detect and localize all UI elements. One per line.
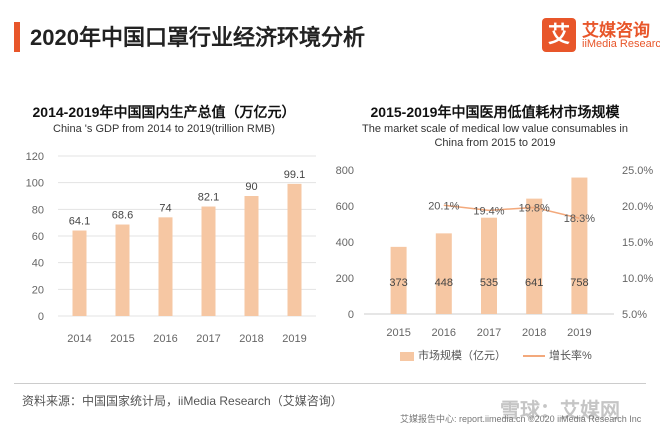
data-label: 82.1 xyxy=(198,192,219,204)
title-accent-bar xyxy=(14,22,20,52)
gdp-chart-subtitle: China 's GDP from 2014 to 2019(trillion … xyxy=(53,123,275,135)
legend-line-swatch xyxy=(523,355,545,358)
y-tick-label: 0 xyxy=(38,311,44,323)
data-label: 74 xyxy=(159,202,171,214)
growth-data-label: 18.3% xyxy=(564,213,595,225)
iimedia-logo: 艾 艾媒咨询 iiMedia Research xyxy=(542,16,660,56)
y-left-tick-label: 800 xyxy=(336,165,354,177)
growth-data-label: 20.1% xyxy=(428,200,459,212)
x-tick-label: 2019 xyxy=(567,327,591,339)
legend-bar-swatch xyxy=(400,351,414,361)
x-tick-label: 2015 xyxy=(386,327,410,339)
y-right-tick-label: 5.0% xyxy=(622,309,647,321)
legend-line-label: 增长率% xyxy=(549,350,592,362)
x-tick-label: 2014 xyxy=(67,333,91,345)
page-title: 2020年中国口罩行业经济环境分析 xyxy=(30,25,365,50)
logo-cn-text: 艾媒咨询 xyxy=(582,21,650,40)
growth-data-label: 19.4% xyxy=(473,205,504,217)
legend-bar: 市场规模（亿元） xyxy=(400,347,506,363)
data-label: 99.1 xyxy=(284,169,305,181)
y-right-tick-label: 25.0% xyxy=(622,165,653,177)
logo-en-text: iiMedia Research xyxy=(582,38,660,50)
bar xyxy=(115,224,130,316)
y-tick-label: 100 xyxy=(26,178,44,190)
x-tick-label: 2016 xyxy=(432,327,456,339)
legend-line: 增长率% xyxy=(523,347,592,363)
legend-bar-label: 市场规模（亿元） xyxy=(418,350,506,362)
medical-chart: 0 200 400 600 800 5.0% 10.0% 15.0% 20.0% 25.0% 373… xyxy=(336,165,654,339)
x-tick-label: 2019 xyxy=(282,333,306,345)
x-tick-label: 2018 xyxy=(522,327,546,339)
bar xyxy=(526,198,543,314)
y-left-tick-label: 400 xyxy=(336,237,354,249)
y-tick-label: 20 xyxy=(32,284,44,296)
y-left-tick-label: 200 xyxy=(336,273,354,285)
footer-credit: 艾媒报告中心: report.iimedia.cn ©2020 iiMedia … xyxy=(400,414,642,424)
gdp-chart-title: 2014-2019年中国国内生产总值（万亿元） xyxy=(32,104,296,120)
bar xyxy=(435,233,452,314)
bar xyxy=(481,217,497,314)
x-tick-label: 2015 xyxy=(110,333,134,345)
bar xyxy=(287,183,302,316)
data-label: 64.1 xyxy=(69,216,90,228)
bar xyxy=(158,217,173,316)
bar xyxy=(72,230,87,316)
y-tick-label: 40 xyxy=(32,258,44,270)
growth-line xyxy=(443,204,580,219)
gdp-chart: 0 20 40 60 80 100 120 64.1 2014 68.6 2015 74 2016 82.… xyxy=(26,151,316,345)
y-tick-label: 80 xyxy=(32,204,44,216)
footer-divider xyxy=(14,383,646,384)
x-tick-label: 2017 xyxy=(196,333,220,345)
bar-data-label: 641 xyxy=(525,277,543,289)
bar-data-label: 448 xyxy=(435,277,453,289)
bar xyxy=(571,177,588,314)
bar-data-label: 373 xyxy=(389,277,407,289)
y-left-tick-label: 600 xyxy=(336,201,354,213)
y-right-tick-label: 10.0% xyxy=(622,273,653,285)
y-right-tick-label: 15.0% xyxy=(622,237,653,249)
y-tick-label: 120 xyxy=(26,151,44,163)
logo-mark: 艾 xyxy=(542,18,576,52)
y-tick-label: 60 xyxy=(32,231,44,243)
bar-data-label: 535 xyxy=(480,277,498,289)
growth-data-label: 19.8% xyxy=(519,202,550,214)
data-label: 68.6 xyxy=(112,210,133,222)
bar xyxy=(390,246,407,314)
medical-chart-title: 2015-2019年中国医用低值耗材市场规模 xyxy=(370,104,620,120)
bar-data-label: 758 xyxy=(570,277,588,289)
y-left-tick-label: 0 xyxy=(348,309,354,321)
source-note: 资料来源：中国国家统计局，iiMedia Research（艾媒咨询） xyxy=(22,394,343,408)
watermark: 雪球：艾媒网 xyxy=(500,400,620,422)
medical-chart-subtitle: The market scale of medical low value co… xyxy=(362,123,628,149)
x-tick-label: 2016 xyxy=(153,333,177,345)
data-label: 90 xyxy=(245,181,257,193)
bar xyxy=(244,196,259,316)
x-tick-label: 2017 xyxy=(477,327,501,339)
y-right-tick-label: 20.0% xyxy=(622,201,653,213)
x-tick-label: 2018 xyxy=(239,333,263,345)
bar xyxy=(201,206,216,316)
